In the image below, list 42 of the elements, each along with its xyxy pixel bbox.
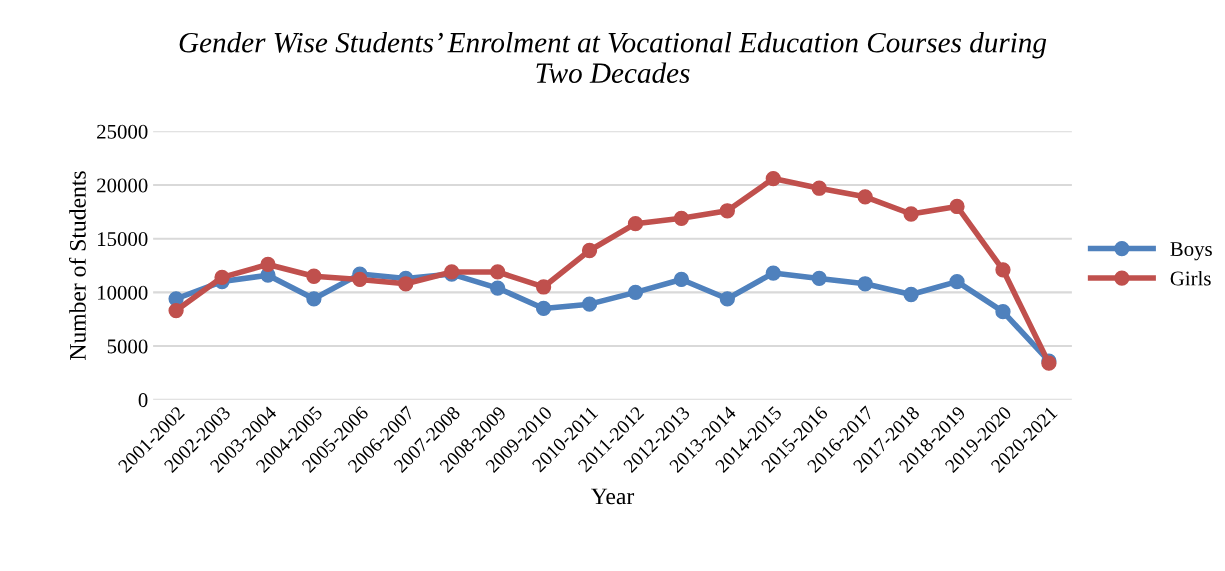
point xyxy=(811,180,827,196)
point xyxy=(535,279,552,295)
point xyxy=(581,296,598,312)
point xyxy=(214,269,230,285)
point xyxy=(627,216,644,232)
point xyxy=(581,242,598,259)
point xyxy=(857,276,873,292)
point xyxy=(719,203,735,219)
point xyxy=(260,256,276,273)
y-tick-label: 25000 xyxy=(97,124,148,139)
point xyxy=(306,291,322,307)
y-tick-label: 20000 xyxy=(97,178,148,193)
point xyxy=(995,262,1011,278)
y-tick-label: 5000 xyxy=(107,339,148,354)
y-tick-label: 15000 xyxy=(98,232,148,247)
point xyxy=(535,300,552,317)
point xyxy=(857,189,873,205)
x-axis-title: Year xyxy=(591,488,635,505)
point xyxy=(995,304,1011,320)
point xyxy=(903,286,919,303)
point xyxy=(903,206,919,222)
legend-label: Boys xyxy=(1170,242,1212,261)
y-axis-title: Number of Students xyxy=(68,171,86,360)
point xyxy=(490,280,506,296)
point xyxy=(398,276,414,292)
y-tick-label: 10000 xyxy=(98,285,148,300)
point xyxy=(949,198,965,215)
point xyxy=(673,210,690,226)
point xyxy=(627,284,644,300)
point xyxy=(490,264,506,280)
point xyxy=(673,271,690,288)
point xyxy=(949,273,965,290)
point xyxy=(168,302,184,319)
chart-title: Gender Wise Students’ Enrolment at Vocational Education Courses during Two Decades xyxy=(179,31,1047,84)
point xyxy=(811,270,827,287)
point xyxy=(719,291,735,307)
point xyxy=(352,271,368,288)
y-tick-label: 0 xyxy=(138,393,148,408)
point xyxy=(765,265,781,281)
point xyxy=(765,170,781,187)
legend-label: Girls xyxy=(1170,270,1211,286)
point xyxy=(306,268,322,284)
